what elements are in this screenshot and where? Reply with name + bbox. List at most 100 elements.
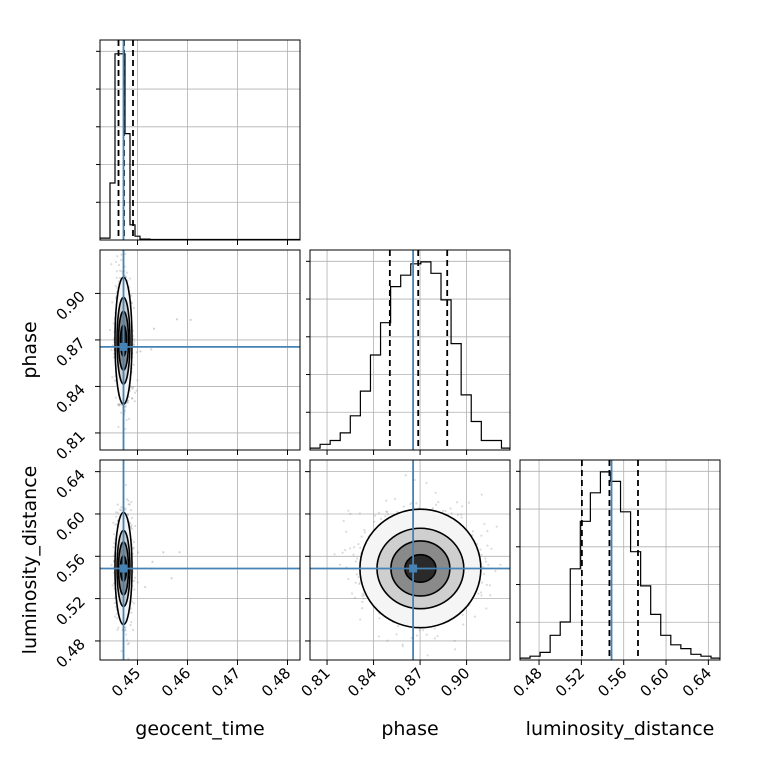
truth-marker: [119, 564, 128, 573]
sample-point: [385, 499, 388, 502]
sample-point: [480, 553, 483, 556]
sample-point: [114, 260, 118, 264]
sample-point: [131, 397, 134, 400]
sample-point: [483, 522, 486, 526]
sample-point: [456, 513, 460, 516]
sample-point: [114, 284, 117, 288]
sample-point: [489, 594, 492, 597]
sample-point: [129, 525, 132, 528]
y-tick-label: 0.81: [52, 427, 88, 463]
sample-point: [444, 509, 447, 513]
sample-point: [116, 255, 119, 258]
sample-point: [377, 635, 380, 638]
sample-point: [112, 533, 116, 536]
sample-point: [120, 270, 124, 273]
sample-point: [131, 396, 134, 400]
sample-point: [129, 624, 132, 627]
sample-point: [116, 617, 119, 620]
panel-frame: [99, 459, 301, 661]
sample-point: [449, 507, 452, 510]
sample-point: [358, 581, 362, 584]
truth-marker: [409, 564, 418, 573]
sample-point: [131, 600, 134, 603]
sample-point: [144, 585, 147, 589]
x-tick-label: 0.52: [552, 664, 588, 700]
sample-point: [379, 517, 383, 521]
sample-point: [113, 379, 117, 382]
sample-point: [127, 503, 130, 506]
x-tick-label: 0.47: [208, 664, 244, 700]
y-tick-label: 0.48: [52, 635, 88, 671]
sample-point: [128, 503, 131, 506]
sample-point: [511, 548, 513, 550]
sample-point: [129, 607, 133, 610]
sample-point: [110, 563, 113, 567]
sample-point: [460, 513, 463, 516]
sample-point: [425, 481, 428, 485]
sample-point: [357, 576, 360, 579]
sample-point: [480, 534, 483, 537]
sample-point: [487, 563, 490, 566]
y-tick-label: 0.84: [52, 381, 88, 417]
sample-point: [450, 512, 453, 515]
sample-point: [111, 301, 114, 304]
sample-point: [133, 576, 137, 579]
sample-point: [112, 546, 115, 549]
sample-point: [127, 642, 130, 645]
sample-point: [477, 592, 480, 595]
sample-point: [378, 617, 381, 620]
sample-point: [126, 512, 129, 516]
sample-point: [454, 648, 457, 651]
sample-point: [139, 350, 142, 353]
sample-point: [129, 277, 132, 280]
x-tick-label: 0.45: [108, 664, 144, 700]
panel-frame: [99, 39, 301, 241]
sample-point: [151, 560, 154, 563]
sample-point: [126, 643, 129, 646]
sample-point: [137, 551, 140, 554]
sample-point: [115, 270, 119, 273]
sample-point: [384, 515, 387, 518]
sample-point: [132, 541, 136, 544]
sample-point: [113, 541, 116, 545]
sample-point: [129, 508, 133, 512]
sample-point: [123, 252, 127, 256]
sample-point: [130, 294, 133, 297]
sample-point: [479, 548, 482, 551]
sample-point: [333, 553, 336, 556]
sample-point: [434, 503, 438, 506]
histogram-panel-luminosity_distance: [516, 459, 721, 661]
sample-point: [413, 478, 416, 482]
histogram-step-phase: [310, 261, 510, 450]
sample-point: [114, 396, 118, 399]
sample-point: [170, 577, 173, 580]
sample-point: [409, 502, 412, 506]
sample-point: [421, 629, 425, 632]
sample-point: [115, 515, 118, 518]
sample-point: [110, 263, 113, 266]
sample-point: [361, 594, 364, 598]
sample-point: [425, 633, 428, 636]
sample-point: [353, 546, 356, 549]
x-tick-label: 0.56: [594, 664, 630, 700]
panel-frame: [99, 249, 301, 451]
sample-point: [117, 626, 120, 629]
sample-point: [362, 594, 365, 597]
sample-point: [480, 493, 483, 496]
sample-point: [373, 520, 376, 523]
sample-point: [130, 301, 133, 304]
x-tick-label: 0.81: [298, 664, 334, 700]
sample-point: [120, 509, 123, 512]
sample-point: [358, 512, 361, 515]
x-axis-title-phase: phase: [381, 718, 438, 740]
panel-frame: [519, 459, 721, 661]
sample-point: [402, 505, 406, 508]
sample-point: [453, 639, 456, 642]
sample-point: [494, 569, 497, 573]
sample-point: [437, 501, 440, 504]
sample-point: [120, 253, 123, 256]
sample-point: [490, 547, 493, 550]
scatter-panel-geocent_time-luminosity_distance: [99, 459, 301, 661]
sample-point: [386, 513, 390, 516]
